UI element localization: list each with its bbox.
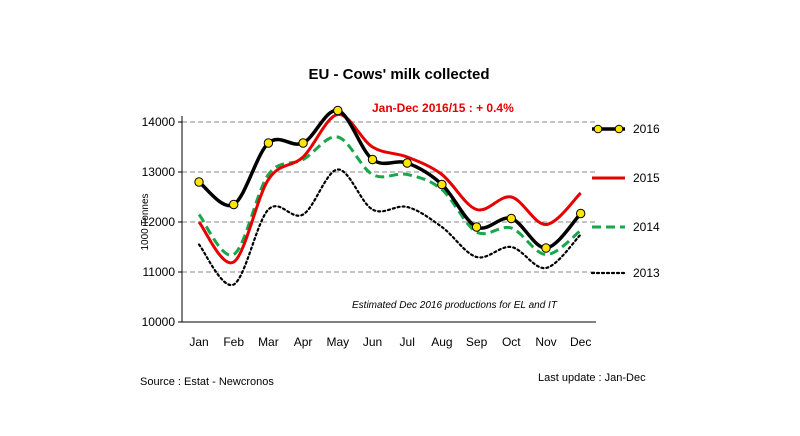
series-line-2016 bbox=[197, 108, 583, 250]
x-tick-label: Jan bbox=[189, 335, 208, 349]
legend-label-2014: 2014 bbox=[633, 220, 660, 234]
y-tick-label: 13000 bbox=[142, 165, 176, 179]
x-tick-label: Sep bbox=[466, 335, 488, 349]
grid-lines bbox=[182, 121, 596, 273]
x-tick-label: Aug bbox=[431, 335, 452, 349]
series-line-2014 bbox=[197, 135, 582, 257]
data-point-2016 bbox=[471, 222, 482, 232]
chart-title: EU - Cows' milk collected bbox=[308, 66, 489, 83]
x-axis: Jan Feb Mar Apr May Jun Jul Aug Sep Oct Nov Dec bbox=[182, 321, 596, 349]
data-point-2016 bbox=[194, 177, 204, 187]
x-tick-label: Oct bbox=[502, 335, 521, 349]
x-tick-label: Nov bbox=[535, 335, 556, 349]
x-tick-label: Feb bbox=[223, 335, 244, 349]
series-line-2015 bbox=[197, 113, 582, 265]
data-point-2016 bbox=[298, 138, 308, 148]
source-text: Source : Estat - Newcronos bbox=[140, 376, 274, 388]
estimate-note: Estimated Dec 2016 productions for EL an… bbox=[352, 300, 558, 311]
legend-marker-2016 bbox=[593, 124, 603, 134]
legend-label-2015: 2015 bbox=[633, 171, 660, 185]
x-tick-label: Jun bbox=[363, 335, 382, 349]
data-point-2016 bbox=[576, 208, 586, 219]
data-point-2016 bbox=[229, 199, 239, 210]
x-tick-label: May bbox=[326, 335, 349, 349]
data-point-2016 bbox=[541, 243, 551, 253]
y-tick-label: 11000 bbox=[143, 265, 176, 279]
y-axis-label: 1000 Tonnes bbox=[140, 193, 151, 250]
y-tick-label: 10000 bbox=[142, 315, 176, 329]
y-tick-label: 12000 bbox=[142, 215, 176, 229]
plot-area bbox=[194, 105, 586, 286]
change-annotation: Jan-Dec 2016/15 : + 0.4% bbox=[372, 101, 514, 115]
data-point-2016 bbox=[437, 179, 447, 190]
x-tick-label: Jul bbox=[400, 335, 415, 349]
data-point-2016 bbox=[263, 138, 274, 148]
data-point-2016 bbox=[506, 213, 516, 224]
y-tick-label: 14000 bbox=[142, 115, 176, 129]
data-point-2016 bbox=[333, 105, 343, 116]
data-point-2016 bbox=[367, 154, 378, 165]
y-axis: 10000 11000 12000 13000 14000 bbox=[142, 115, 183, 329]
x-tick-label: Mar bbox=[258, 335, 279, 349]
legend-label-2016: 2016 bbox=[633, 122, 660, 136]
legend-marker-2016 bbox=[614, 124, 624, 134]
x-tick-label: Dec bbox=[570, 335, 591, 349]
data-point-2016 bbox=[402, 158, 412, 168]
last-update-text: Last update : Jan-Dec bbox=[538, 372, 646, 384]
legend-label-2013: 2013 bbox=[633, 266, 660, 280]
legend: 2016 2015 2014 2013 bbox=[590, 122, 660, 280]
x-tick-label: Apr bbox=[294, 335, 313, 349]
series-line-2013 bbox=[197, 168, 582, 286]
